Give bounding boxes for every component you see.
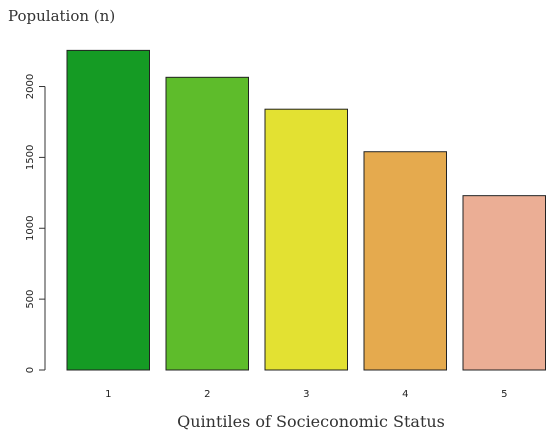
bar-3 bbox=[264, 108, 348, 371]
y-tick-label: 1000 bbox=[25, 216, 36, 241]
bar-1 bbox=[66, 49, 150, 371]
y-tick-label: 0 bbox=[25, 367, 36, 373]
x-tick-label: 5 bbox=[501, 389, 507, 400]
y-tick-label: 1500 bbox=[25, 145, 36, 170]
bars bbox=[66, 49, 546, 371]
y-tick-label: 2000 bbox=[25, 74, 36, 99]
bar-2 bbox=[165, 76, 249, 371]
bar-4 bbox=[363, 151, 447, 371]
bar-5 bbox=[462, 195, 546, 371]
y-axis: 0 500 1000 1500 2000 bbox=[25, 74, 46, 373]
x-tick-label: 1 bbox=[105, 389, 111, 400]
x-axis-label: Quintiles of Socieconomic Status bbox=[177, 412, 445, 431]
x-tick-label: 3 bbox=[303, 389, 309, 400]
y-tick-label: 500 bbox=[25, 290, 36, 309]
x-tick-label: 4 bbox=[402, 389, 408, 400]
chart-title: Population (n) bbox=[8, 7, 115, 25]
x-tick-labels: 1 2 3 4 5 bbox=[105, 389, 507, 400]
x-tick-label: 2 bbox=[204, 389, 210, 400]
